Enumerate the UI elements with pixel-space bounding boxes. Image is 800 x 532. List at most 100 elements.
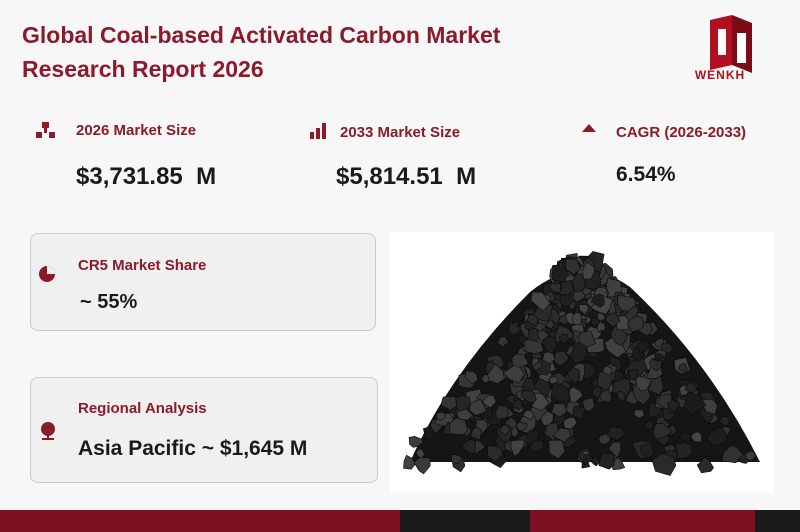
coal-piece bbox=[549, 282, 561, 294]
icon-hierarchy bbox=[36, 122, 55, 138]
coal-piece bbox=[628, 368, 639, 381]
coal-piece bbox=[635, 375, 651, 392]
coal-piece bbox=[602, 365, 613, 375]
coal-piece bbox=[551, 403, 568, 418]
card-label: CR5 Market Share bbox=[78, 257, 207, 274]
coal-piece bbox=[511, 353, 529, 368]
coal-piece bbox=[640, 443, 655, 459]
coal-piece bbox=[604, 312, 621, 328]
icon-up bbox=[582, 124, 596, 132]
coal-piece bbox=[461, 438, 476, 455]
coal-piece bbox=[435, 411, 446, 421]
coal-piece bbox=[533, 301, 553, 322]
coal-piece bbox=[528, 440, 544, 453]
coal-piece bbox=[590, 293, 605, 308]
coal-piece bbox=[468, 398, 488, 416]
coal-piece bbox=[572, 405, 586, 420]
coal-piece bbox=[548, 439, 566, 460]
card-value: Asia Pacific ~ $1,645 M bbox=[78, 437, 308, 460]
coal-piece bbox=[511, 397, 523, 411]
coal-piece bbox=[578, 304, 590, 315]
coal-piece bbox=[540, 410, 554, 427]
coal-piece bbox=[448, 417, 469, 436]
coal-piece bbox=[408, 435, 424, 448]
logo-icon bbox=[710, 15, 752, 73]
coal-photo bbox=[403, 251, 760, 476]
coal-piece bbox=[551, 265, 569, 282]
title: Global Coal-based Activated Carbon Marke… bbox=[22, 22, 501, 82]
card bbox=[30, 377, 378, 483]
coal-piece bbox=[470, 426, 483, 440]
icon-bars bbox=[310, 123, 326, 139]
coal-piece bbox=[683, 391, 707, 416]
coal-piece bbox=[706, 426, 727, 448]
card bbox=[30, 233, 376, 331]
coal-piece bbox=[532, 361, 543, 371]
stat-value: 6.54% bbox=[616, 163, 676, 186]
coal-piece bbox=[544, 319, 555, 330]
card-label: Regional Analysis bbox=[78, 400, 207, 417]
icon-globe bbox=[41, 422, 55, 440]
coal-piece bbox=[527, 327, 540, 343]
stat-label: CAGR (2026-2033) bbox=[616, 124, 747, 141]
coal-piece bbox=[684, 382, 698, 394]
card-value: ~ 55% bbox=[80, 291, 138, 313]
coal-piece bbox=[596, 321, 606, 333]
coal-piece bbox=[582, 397, 596, 412]
stat-label: 2026 Market Size bbox=[76, 122, 197, 139]
stat-value: $3,731.85 M bbox=[76, 163, 217, 190]
coal-piece bbox=[617, 295, 637, 312]
coal-piece bbox=[521, 390, 537, 404]
stat-label: 2033 Market Size bbox=[340, 124, 461, 141]
coal-piece bbox=[558, 333, 569, 344]
coal-piece bbox=[565, 258, 581, 275]
coal-piece bbox=[633, 409, 645, 419]
coal-piece bbox=[679, 432, 693, 444]
coal-piece bbox=[497, 336, 510, 348]
coal-piece bbox=[653, 353, 665, 361]
coal-piece bbox=[599, 388, 613, 403]
coal-piece bbox=[502, 364, 525, 384]
coal-piece bbox=[667, 399, 680, 413]
coal-piece bbox=[660, 342, 673, 354]
coal-piece bbox=[508, 321, 521, 335]
coal-piece bbox=[487, 363, 505, 384]
coal-piece bbox=[522, 409, 535, 421]
coal-piece bbox=[572, 289, 586, 303]
coal-piece bbox=[481, 394, 497, 409]
coal-piece bbox=[643, 420, 655, 430]
coal-piece bbox=[465, 370, 478, 385]
footer-block bbox=[755, 510, 800, 532]
coal-piece bbox=[566, 367, 581, 384]
coal-piece bbox=[569, 341, 587, 364]
coal-piece bbox=[598, 453, 615, 470]
coal-piece bbox=[486, 445, 504, 463]
coal-piece bbox=[675, 442, 693, 460]
coal-piece bbox=[652, 422, 673, 440]
coal-piece bbox=[542, 336, 557, 355]
coal-piece bbox=[552, 427, 572, 443]
coal-piece bbox=[499, 424, 510, 435]
coal-piece bbox=[647, 375, 664, 395]
coal-piece bbox=[530, 291, 551, 312]
coal-piece bbox=[554, 350, 570, 367]
coal-piece bbox=[596, 312, 607, 322]
coal-piece bbox=[606, 426, 627, 442]
footer-block bbox=[400, 510, 530, 532]
coal-piece bbox=[637, 340, 650, 353]
coal-piece bbox=[550, 383, 572, 403]
coal-piece bbox=[626, 316, 645, 333]
coal-piece bbox=[677, 362, 688, 373]
coal-piece bbox=[440, 396, 458, 411]
coal-piece bbox=[523, 335, 545, 355]
coal-piece bbox=[516, 422, 528, 432]
logo-text: WENKH bbox=[694, 68, 746, 82]
coal-piece bbox=[616, 390, 626, 401]
coal-piece bbox=[413, 457, 431, 475]
coal-piece bbox=[718, 416, 731, 427]
icon-pie bbox=[39, 266, 55, 282]
coal-piece bbox=[510, 439, 526, 457]
coal-piece bbox=[582, 261, 595, 280]
coal-piece bbox=[651, 452, 677, 476]
